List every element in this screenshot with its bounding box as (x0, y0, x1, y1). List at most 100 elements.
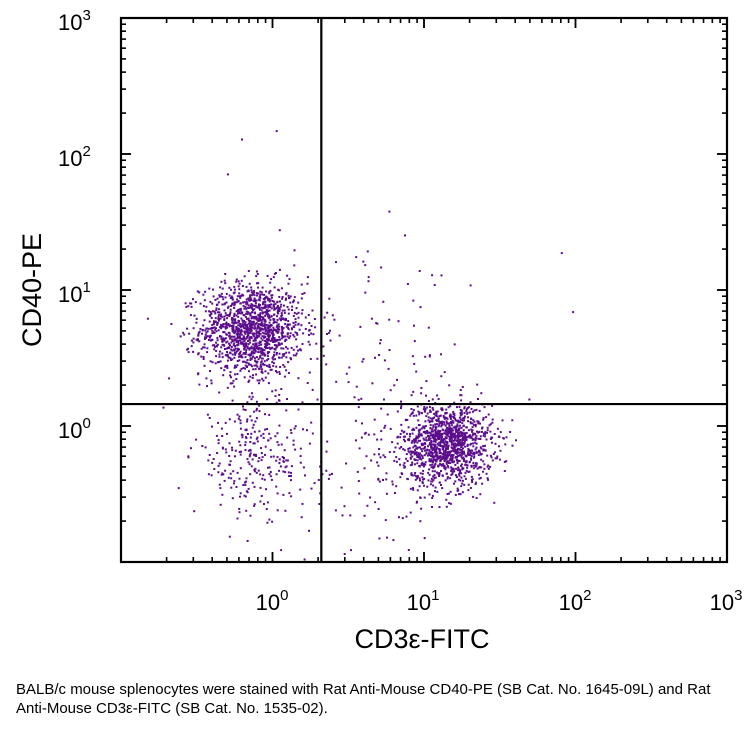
x-tick-label: 102 (559, 587, 592, 615)
data-point (409, 453, 412, 456)
data-point (364, 264, 367, 267)
data-point (474, 448, 477, 451)
data-point (245, 330, 248, 333)
data-point (453, 432, 456, 435)
data-point (238, 451, 241, 453)
data-point (461, 482, 464, 485)
data-point (246, 366, 248, 368)
data-point (427, 445, 429, 448)
data-point (270, 455, 273, 458)
data-point (229, 460, 232, 463)
data-point (422, 462, 425, 465)
data-point (207, 459, 210, 462)
data-point (436, 472, 439, 475)
data-point (469, 434, 472, 437)
data-point (391, 480, 394, 483)
data-point (273, 337, 276, 339)
data-point (431, 456, 434, 459)
data-point (335, 380, 338, 383)
data-point (276, 492, 279, 495)
data-point (434, 451, 437, 454)
data-point (216, 339, 219, 342)
data-point (469, 443, 472, 446)
data-point (249, 326, 252, 329)
data-point (184, 302, 187, 305)
data-point (491, 418, 494, 421)
data-point (425, 436, 428, 439)
data-point (439, 421, 442, 423)
data-point (240, 342, 243, 345)
data-point (458, 471, 461, 474)
data-point (297, 408, 300, 411)
data-point (418, 453, 420, 456)
data-point (231, 298, 234, 301)
data-point (284, 466, 287, 469)
data-point (418, 485, 421, 488)
data-point (231, 446, 233, 449)
data-point (253, 332, 256, 335)
data-point (416, 477, 419, 480)
data-point (416, 446, 419, 449)
data-point (276, 432, 279, 435)
data-point (422, 447, 425, 450)
data-point (413, 362, 416, 365)
data-point (263, 325, 266, 328)
data-point (458, 444, 461, 447)
data-point (459, 408, 462, 411)
data-point (466, 464, 469, 467)
data-point (259, 324, 262, 327)
data-point (259, 500, 262, 503)
data-point (224, 273, 227, 275)
data-point (459, 412, 462, 415)
data-point (270, 278, 273, 281)
data-point (238, 507, 241, 510)
data-point (431, 494, 434, 497)
data-point (268, 343, 271, 346)
data-point (441, 464, 444, 467)
data-point (308, 333, 310, 336)
data-point (258, 410, 261, 413)
data-point (213, 323, 215, 326)
data-point (449, 405, 452, 408)
data-point (388, 318, 391, 321)
data-point (266, 364, 268, 367)
data-point (473, 420, 476, 423)
data-point (313, 482, 316, 485)
data-point (289, 332, 292, 335)
data-point (414, 449, 416, 452)
data-point (258, 315, 261, 318)
data-point (454, 445, 457, 448)
data-point (223, 331, 226, 334)
data-point (239, 369, 242, 372)
data-point (421, 455, 424, 458)
data-point (440, 274, 443, 277)
data-point (276, 324, 279, 327)
data-point (266, 312, 269, 315)
data-point (280, 287, 283, 290)
data-point (255, 294, 258, 297)
data-point (428, 493, 431, 496)
data-point (413, 463, 416, 466)
data-point (310, 325, 313, 327)
data-point (252, 423, 255, 426)
data-point (397, 320, 400, 323)
data-point (366, 504, 369, 507)
data-point (453, 460, 455, 463)
data-point (389, 427, 392, 430)
data-point (239, 309, 242, 312)
data-point (444, 412, 447, 414)
data-point (211, 329, 214, 332)
data-point (286, 274, 289, 277)
data-point (474, 465, 477, 468)
data-point (322, 345, 325, 348)
data-point (433, 446, 436, 448)
data-point (263, 293, 266, 296)
data-point (237, 315, 240, 318)
data-point (442, 446, 445, 449)
data-point (236, 300, 239, 303)
data-point (247, 487, 250, 490)
data-point (441, 487, 444, 490)
data-point (278, 370, 281, 373)
data-point (249, 357, 252, 360)
data-point (288, 297, 291, 300)
